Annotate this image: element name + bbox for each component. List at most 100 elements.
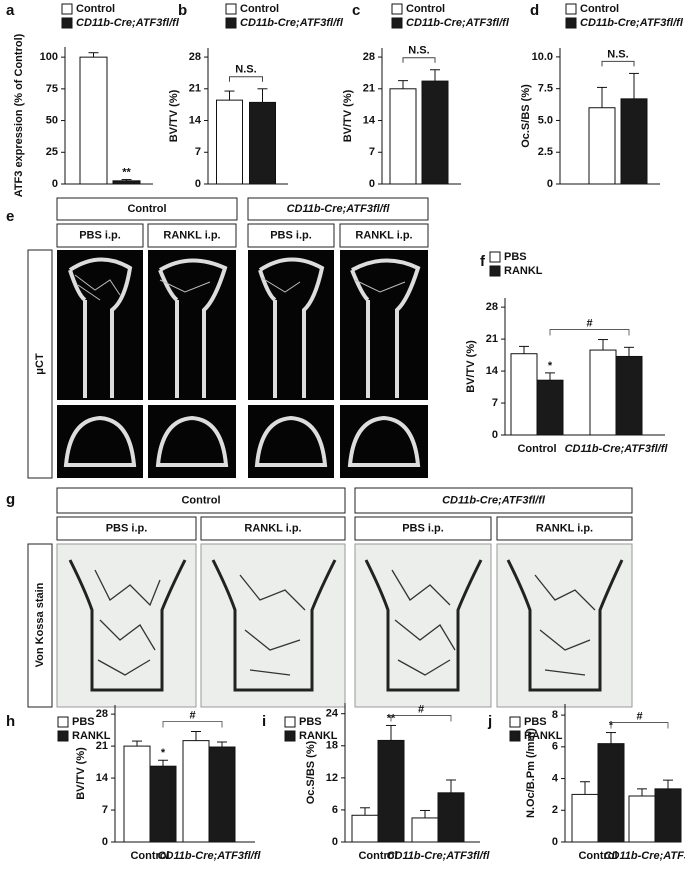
- condition-label: PBS i.p.: [106, 522, 148, 534]
- panel-letter: j: [487, 713, 492, 730]
- x-tick-label: CD11b-Cre;ATF3fl/fl: [565, 443, 669, 455]
- error-bar: [420, 809, 430, 818]
- group-label: CD11b-Cre;ATF3fl/fl: [442, 494, 546, 506]
- legend-label: CD11b-Cre;ATF3fl/fl: [580, 17, 684, 29]
- x-tick-label: Control: [517, 443, 556, 455]
- legend-label: RANKL: [72, 730, 111, 742]
- x-tick-label: Control: [130, 850, 169, 862]
- bar: [123, 745, 151, 843]
- y-tick-label: 7: [369, 146, 375, 158]
- significance-label: #: [586, 317, 592, 329]
- error-bar: [597, 86, 607, 108]
- y-tick-label: 2.5: [538, 146, 553, 158]
- bar: [249, 101, 276, 185]
- bar: [149, 765, 177, 843]
- y-tick-label: 21: [363, 83, 375, 95]
- bar: [351, 814, 379, 843]
- condition-box: [200, 516, 346, 541]
- condition-box: [496, 516, 633, 541]
- error-bar: [624, 346, 634, 357]
- bar: [377, 739, 405, 843]
- bar: [216, 99, 243, 185]
- error-bar: [606, 732, 616, 744]
- y-tick-label: 0: [369, 178, 375, 190]
- condition-label: RANKL i.p.: [355, 229, 412, 241]
- group-label: Control: [181, 494, 220, 506]
- y-tick-label: 14: [96, 772, 109, 784]
- legend-swatch: [225, 17, 237, 29]
- bar: [536, 379, 564, 436]
- x-tick-label: CD11b-Cre;ATF3fl/fl: [604, 850, 685, 862]
- y-tick-label: 100: [40, 51, 58, 63]
- legend-swatch: [61, 17, 73, 29]
- legend-swatch: [61, 3, 73, 15]
- bar: [437, 792, 465, 843]
- bracket: [601, 60, 635, 67]
- ct-images: [27, 249, 428, 479]
- bar: [112, 180, 141, 185]
- significance-label: #: [418, 703, 424, 715]
- significance-label: N.S.: [408, 45, 429, 57]
- error-bar: [519, 345, 529, 354]
- significance-label: N.S.: [607, 48, 628, 60]
- row-label: μCT: [34, 353, 46, 375]
- y-axis-label: N.Oc/B.Pm (/mm): [525, 728, 537, 818]
- condition-label: RANKL i.p.: [163, 229, 220, 241]
- error-bar: [430, 69, 440, 82]
- legend-swatch: [509, 730, 521, 742]
- error-bar: [637, 788, 647, 796]
- error-bar: [121, 179, 132, 181]
- y-axis-label: BV/TV (%): [75, 747, 87, 800]
- y-tick-label: 28: [363, 51, 375, 63]
- error-bar: [88, 52, 99, 58]
- y-tick-label: 28: [189, 51, 201, 63]
- panel-letter: e: [6, 208, 14, 225]
- error-bar: [545, 372, 555, 381]
- y-tick-label: 6: [552, 741, 558, 753]
- error-bar: [446, 779, 456, 793]
- error-bar: [217, 741, 227, 748]
- y-tick-label: 0: [332, 836, 338, 848]
- bracket: [162, 721, 223, 728]
- y-tick-label: 5.0: [538, 114, 553, 126]
- legend-swatch: [509, 716, 521, 728]
- y-tick-label: 14: [189, 114, 202, 126]
- y-tick-label: 24: [326, 708, 339, 720]
- y-tick-label: 4: [552, 772, 559, 784]
- y-axis-label: Oc.S/BS (%): [305, 740, 317, 804]
- von-kossa-images: [27, 543, 633, 708]
- y-axis-label: BV/TV (%): [168, 89, 180, 142]
- y-tick-label: 7.5: [538, 83, 553, 95]
- condition-box: [339, 223, 429, 248]
- condition-box: [56, 516, 197, 541]
- error-bar: [224, 90, 235, 101]
- y-tick-label: 0: [102, 836, 108, 848]
- legend-swatch: [489, 251, 501, 263]
- y-tick-label: 14: [486, 365, 499, 377]
- bar: [411, 817, 439, 843]
- bracket: [390, 715, 452, 722]
- bar: [589, 349, 617, 436]
- legend-swatch: [489, 265, 501, 277]
- y-tick-label: 28: [96, 708, 108, 720]
- y-tick-label: 25: [46, 146, 58, 158]
- significance-label: *: [161, 747, 166, 759]
- condition-label: PBS i.p.: [402, 522, 444, 534]
- x-tick-label: Control: [358, 850, 397, 862]
- y-tick-label: 12: [326, 772, 338, 784]
- legend-swatch: [284, 730, 296, 742]
- bracket: [549, 329, 630, 336]
- legend-label: CD11b-Cre;ATF3fl/fl: [76, 17, 180, 29]
- bar: [182, 740, 210, 843]
- legend-label: PBS: [504, 251, 527, 263]
- legend-swatch: [565, 3, 577, 15]
- y-tick-label: 7: [492, 397, 498, 409]
- condition-box: [354, 516, 492, 541]
- legend-label: Control: [580, 3, 619, 15]
- group-box: [247, 197, 429, 221]
- bar: [208, 746, 236, 843]
- bar: [597, 743, 625, 843]
- legend-swatch: [57, 730, 69, 742]
- legend-swatch: [391, 17, 403, 29]
